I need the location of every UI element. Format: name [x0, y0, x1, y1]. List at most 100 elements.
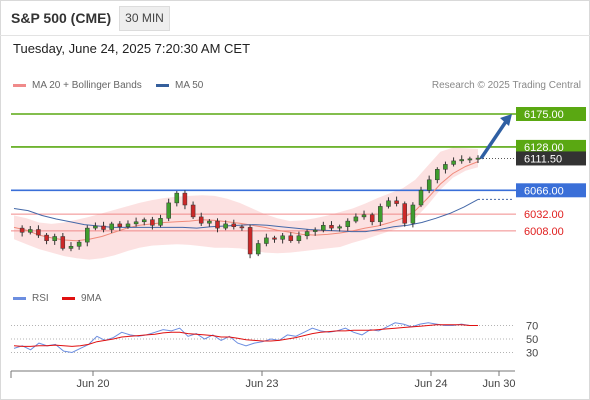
- candle-body: [109, 223, 114, 230]
- candle-body: [378, 206, 383, 223]
- candle-body: [345, 220, 351, 227]
- candle-body: [68, 246, 74, 249]
- candle-body: [223, 223, 228, 229]
- candle-body: [435, 169, 440, 181]
- level-tag-6128.00: [516, 139, 586, 154]
- legend-rsi: RSI: [13, 293, 49, 304]
- candle-body: [76, 241, 82, 247]
- candle-body: [353, 216, 359, 222]
- candle-body: [410, 204, 416, 224]
- candle-body: [19, 227, 25, 233]
- candle-body: [304, 231, 310, 237]
- target-arrow-head: [500, 114, 512, 126]
- legend-swatch-ma20: [13, 83, 26, 87]
- candle-body: [182, 192, 188, 206]
- candle-body: [402, 203, 407, 224]
- candle-body: [174, 192, 180, 204]
- candle-body: [426, 179, 432, 191]
- candle-body: [337, 226, 342, 229]
- candle-body: [418, 190, 424, 206]
- candle-body: [288, 235, 294, 241]
- candle-body: [60, 236, 66, 249]
- candle-body: [141, 219, 147, 223]
- candle-body: [239, 226, 245, 229]
- bollinger-band: [14, 147, 478, 260]
- target-arrow: [479, 119, 509, 160]
- candle-body: [215, 220, 220, 229]
- candle-body: [158, 218, 163, 226]
- candle-body: [272, 237, 277, 240]
- candle-body: [101, 225, 106, 230]
- candle-body: [117, 223, 123, 227]
- candle-body: [231, 223, 237, 227]
- legend-ma20-label: MA 20 + Bollinger Bands: [32, 80, 142, 91]
- level-label-6128.00: 6128.00: [524, 142, 564, 154]
- legend-swatch-rsi: [13, 296, 26, 300]
- candle-body: [312, 229, 318, 232]
- header-bar: S&P 500 (CME) 30 MIN: [0, 0, 590, 36]
- level-label-6008.00: 6008.00: [524, 226, 564, 238]
- candle-body: [296, 235, 302, 241]
- candle-body: [190, 204, 196, 218]
- candle-body: [443, 164, 448, 170]
- ma20-line: [13, 161, 479, 242]
- candle-body: [150, 219, 155, 226]
- x-tick-label: Jun 20: [76, 378, 109, 390]
- legend-rsi-label: RSI: [32, 293, 49, 304]
- rsi-tick-50: 50: [526, 334, 538, 346]
- legend-ma20-bb: MA 20 + Bollinger Bands: [13, 80, 142, 91]
- timeframe-button[interactable]: 30 MIN: [119, 6, 170, 31]
- candle-body: [475, 157, 481, 160]
- candle-body: [255, 243, 261, 255]
- level-label-6066.00: 6066.00: [524, 185, 564, 197]
- candle-body: [394, 200, 399, 204]
- candle-body: [207, 220, 212, 224]
- candle-body: [125, 223, 131, 227]
- symbol-title: S&P 500 (CME): [11, 10, 112, 26]
- candle-body: [36, 229, 41, 236]
- candle-body: [459, 159, 464, 162]
- ma50-line: [13, 198, 479, 233]
- rsi-tick-70: 70: [526, 321, 538, 333]
- chart-datetime: Tuesday, June 24, 2025 7:20:30 AM CET: [13, 41, 251, 56]
- legend-ma50: MA 50: [156, 80, 203, 91]
- level-tag-6111.50: [516, 151, 586, 166]
- candle-body: [386, 200, 391, 207]
- candle-body: [451, 160, 456, 165]
- candle-body: [93, 225, 98, 229]
- candle-body: [369, 214, 375, 223]
- level-label-6175.00: 6175.00: [524, 109, 564, 121]
- candle-body: [329, 225, 334, 229]
- legend-ma50-label: MA 50: [175, 80, 204, 91]
- x-tick-label: Jun 24: [414, 378, 447, 390]
- candle-body: [52, 236, 57, 241]
- candle-body: [264, 237, 269, 244]
- legend-9ma-label: 9MA: [81, 293, 102, 304]
- candle-body: [28, 229, 33, 233]
- legend-swatch-ma50: [156, 83, 169, 87]
- rsi-ma-line: [13, 324, 478, 347]
- x-tick-label: Jun 23: [245, 378, 278, 390]
- candle-body: [361, 214, 367, 218]
- level-label-6111.50: 6111.50: [524, 153, 562, 165]
- rsi-line: [13, 322, 478, 354]
- legend-9ma: 9MA: [62, 293, 102, 304]
- header-divider: [0, 35, 590, 36]
- candle-body: [44, 234, 49, 241]
- rsi-tick-30: 30: [526, 348, 538, 360]
- level-tag-6175.00: [516, 107, 586, 121]
- level-tag-6066.00: [516, 183, 586, 198]
- legend-swatch-9ma: [62, 296, 75, 300]
- candle-body: [85, 227, 90, 243]
- copyright-note: Research © 2025 Trading Central: [431, 80, 581, 91]
- candle-body: [467, 158, 473, 161]
- level-label-6032.00: 6032.00: [524, 209, 564, 221]
- candle-body: [321, 225, 326, 231]
- candle-body: [198, 216, 204, 224]
- candle-body: [247, 227, 253, 255]
- candle-body: [280, 235, 285, 240]
- x-tick-label: Jun 30: [482, 378, 515, 390]
- candle-body: [133, 221, 139, 225]
- candle-body: [166, 202, 171, 219]
